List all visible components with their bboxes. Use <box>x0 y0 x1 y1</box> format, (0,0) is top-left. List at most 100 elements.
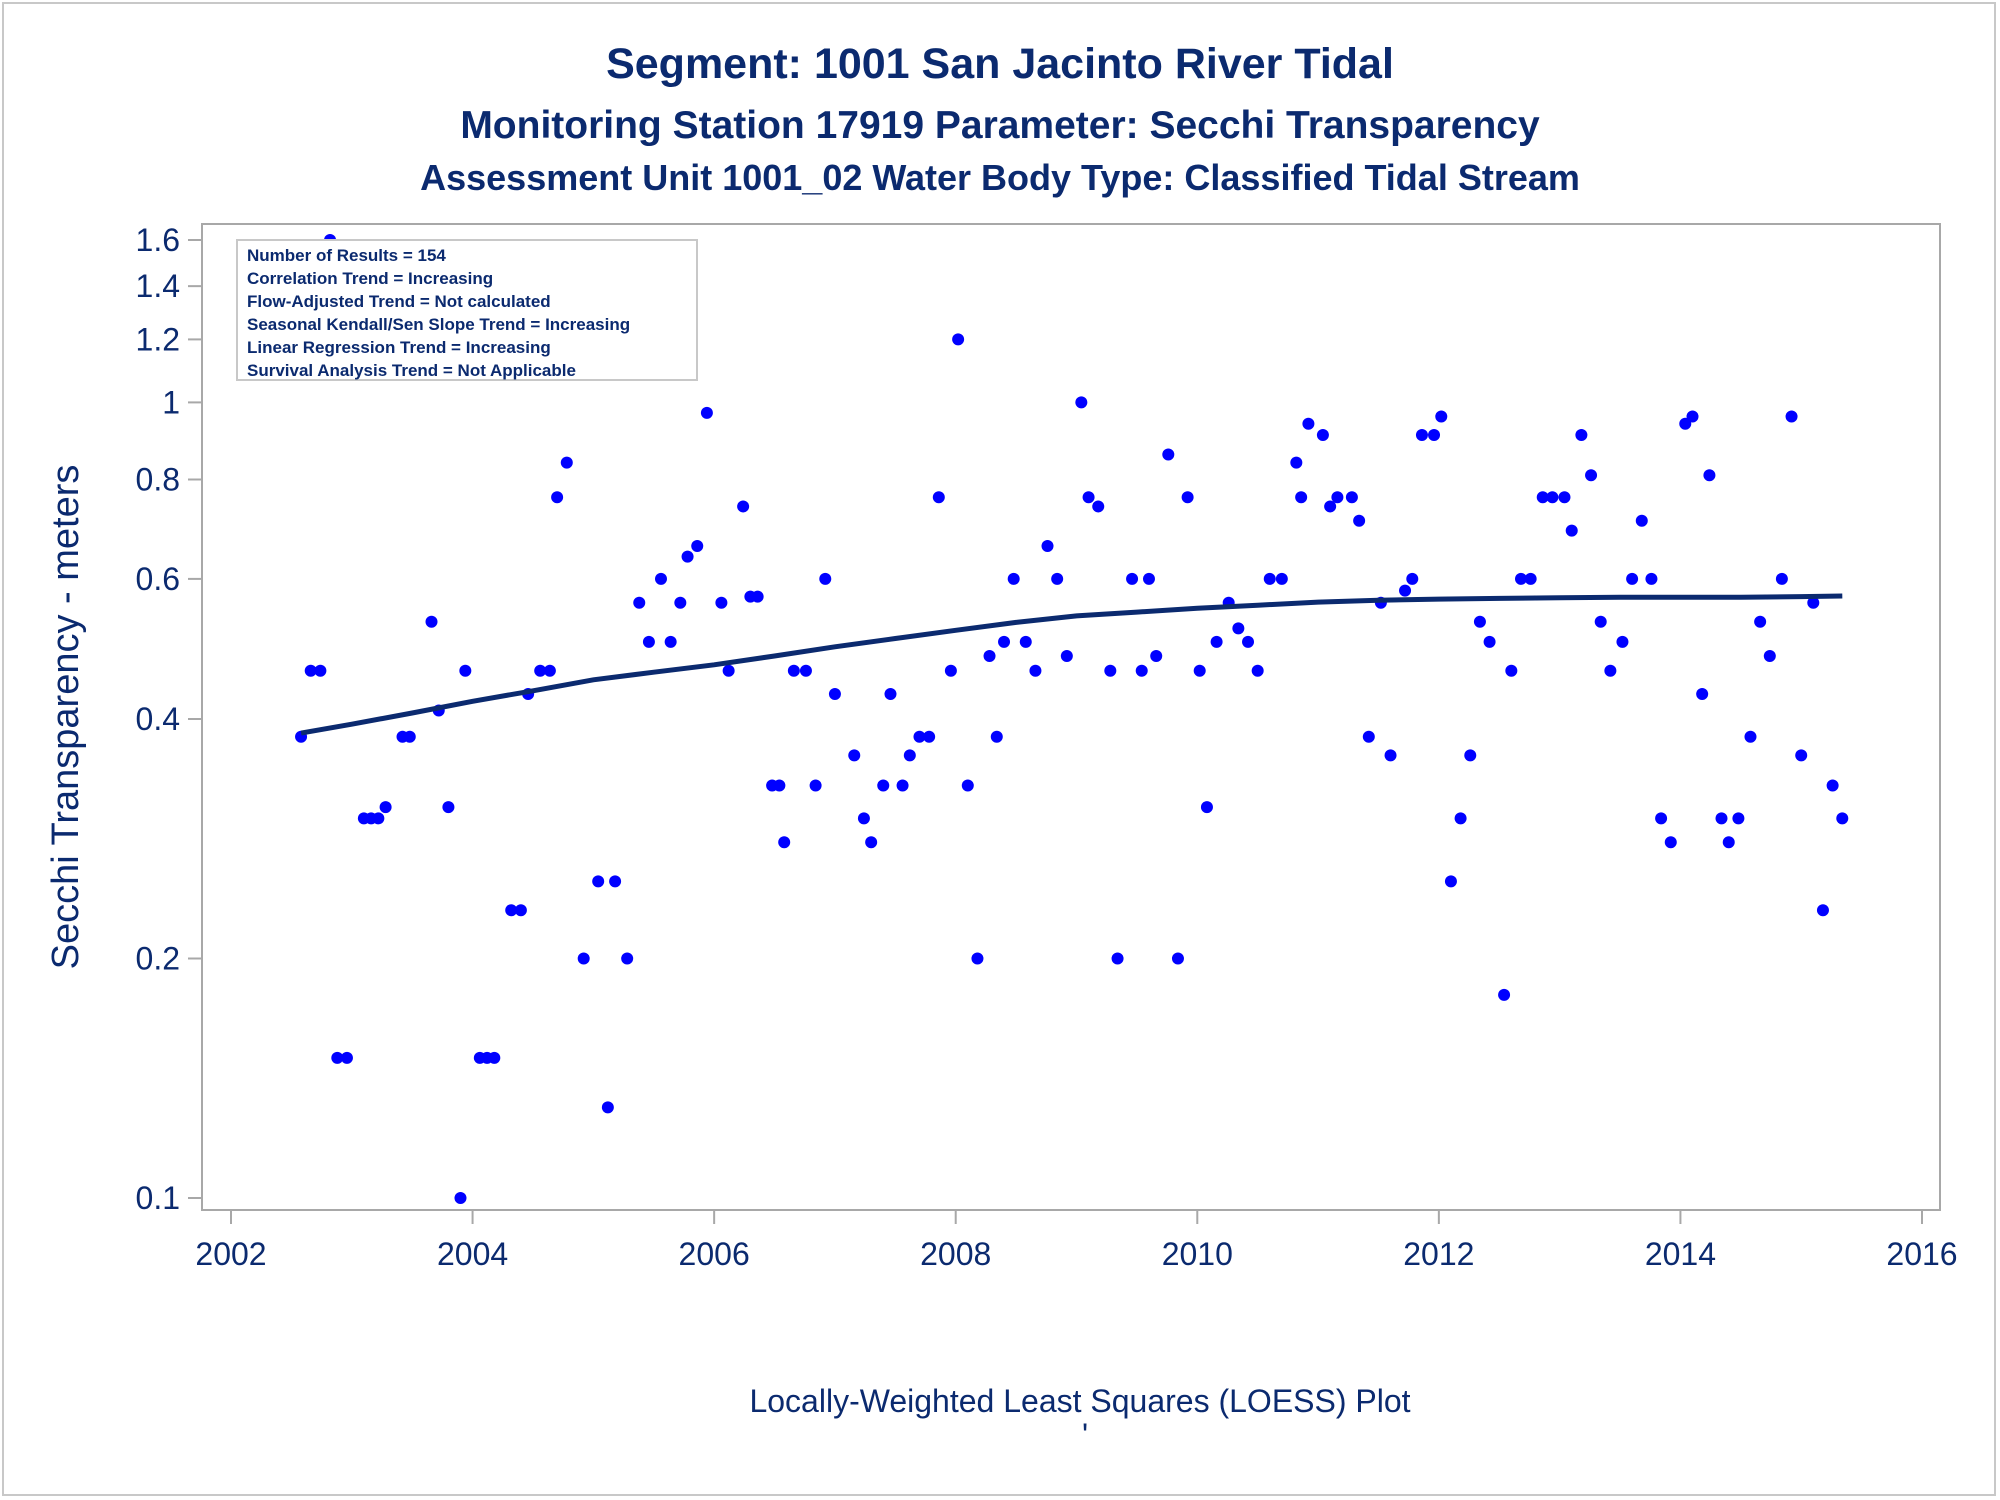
data-point <box>1353 514 1366 527</box>
x-axis: 2002 2004 2006 2008 2010 2012 2014 2016 <box>195 1210 1958 1272</box>
data-point <box>737 500 750 513</box>
data-point <box>425 615 438 628</box>
data-point <box>1483 635 1496 648</box>
data-point <box>787 664 800 677</box>
footnote: Locally-Weighted Least Squares (LOESS) P… <box>749 1383 1410 1419</box>
data-point <box>848 749 861 762</box>
chart-subtitle: Monitoring Station 17919 Parameter: Secc… <box>460 104 1540 147</box>
data-point <box>1263 572 1276 585</box>
data-point <box>1193 664 1206 677</box>
data-point <box>1007 572 1020 585</box>
data-point <box>459 664 472 677</box>
x-tick-label: 2010 <box>1162 1236 1233 1272</box>
stats-line: Flow-Adjusted Trend = Not calculated <box>247 292 551 311</box>
data-point <box>372 812 385 825</box>
stats-line: Linear Regression Trend = Increasing <box>247 338 551 357</box>
footnote-mark: ' <box>1082 1417 1088 1453</box>
data-point <box>304 664 317 677</box>
data-point <box>681 550 694 563</box>
data-point <box>1242 635 1255 648</box>
data-point <box>1331 491 1344 504</box>
data-point <box>952 333 965 346</box>
data-point <box>1575 428 1588 441</box>
data-point <box>932 491 945 504</box>
x-tick-label: 2008 <box>920 1236 991 1272</box>
data-point <box>773 779 786 792</box>
data-point <box>700 406 713 419</box>
x-tick-label: 2004 <box>437 1236 508 1272</box>
data-point <box>551 491 564 504</box>
data-point <box>1232 622 1245 635</box>
y-tick-label: 0.4 <box>136 701 180 737</box>
stats-box-border <box>236 239 698 381</box>
data-point <box>1836 812 1849 825</box>
data-point <box>1536 491 1549 504</box>
data-point <box>1473 615 1486 628</box>
data-point <box>1744 730 1757 743</box>
data-point <box>903 749 916 762</box>
data-point <box>923 730 936 743</box>
data-point <box>884 688 897 701</box>
x-tick-label: 2002 <box>195 1236 266 1272</box>
data-point <box>1546 491 1559 504</box>
data-point <box>1019 635 1032 648</box>
y-tick-label: 0.2 <box>136 941 180 977</box>
data-point <box>691 539 704 552</box>
data-point <box>592 875 605 888</box>
data-point <box>1111 952 1124 965</box>
data-point <box>609 875 622 888</box>
y-tick-label: 1.4 <box>136 268 180 304</box>
stats-box: Number of Results = 154 Correlation Trend… <box>236 239 698 381</box>
data-point <box>1051 572 1064 585</box>
data-point <box>799 664 812 677</box>
x-tick-label: 2012 <box>1403 1236 1474 1272</box>
data-point <box>577 952 590 965</box>
data-point <box>1041 539 1054 552</box>
data-point <box>621 952 634 965</box>
data-point <box>1464 749 1477 762</box>
data-point <box>543 664 556 677</box>
data-point <box>1498 988 1511 1001</box>
chart-subtitle-2: Assessment Unit 1001_02 Water Body Type:… <box>420 157 1580 198</box>
data-point <box>505 904 518 917</box>
data-point <box>828 688 841 701</box>
data-point <box>715 596 728 609</box>
data-point <box>961 779 974 792</box>
data-point <box>331 1051 344 1064</box>
data-point <box>514 904 527 917</box>
data-point <box>1679 417 1692 430</box>
data-point <box>1316 428 1329 441</box>
loess-line <box>300 593 1843 736</box>
data-point <box>1399 584 1412 597</box>
data-point <box>1126 572 1139 585</box>
data-point <box>1775 572 1788 585</box>
data-points <box>295 234 1849 1204</box>
data-point <box>1060 650 1073 663</box>
data-point <box>488 1051 501 1064</box>
data-point <box>998 635 1011 648</box>
data-point <box>642 635 655 648</box>
data-point <box>1150 650 1163 663</box>
data-point <box>1754 615 1767 628</box>
data-point <box>1816 904 1829 917</box>
data-point <box>534 664 547 677</box>
data-point <box>1104 664 1117 677</box>
data-point <box>1703 469 1716 482</box>
data-point <box>1807 596 1820 609</box>
data-point <box>1295 491 1308 504</box>
data-point <box>983 650 996 663</box>
y-tick-label: 0.8 <box>136 462 180 498</box>
data-point <box>664 635 677 648</box>
data-point <box>1454 812 1467 825</box>
data-point <box>1210 635 1223 648</box>
data-point <box>1645 572 1658 585</box>
data-point <box>722 664 735 677</box>
data-point <box>1826 779 1839 792</box>
data-point <box>1162 448 1175 461</box>
stats-line: Number of Results = 154 <box>247 246 446 265</box>
data-point <box>674 596 687 609</box>
data-point <box>1616 635 1629 648</box>
stats-line: Seasonal Kendall/Sen Slope Trend = Incre… <box>247 315 630 334</box>
data-point <box>990 730 1003 743</box>
